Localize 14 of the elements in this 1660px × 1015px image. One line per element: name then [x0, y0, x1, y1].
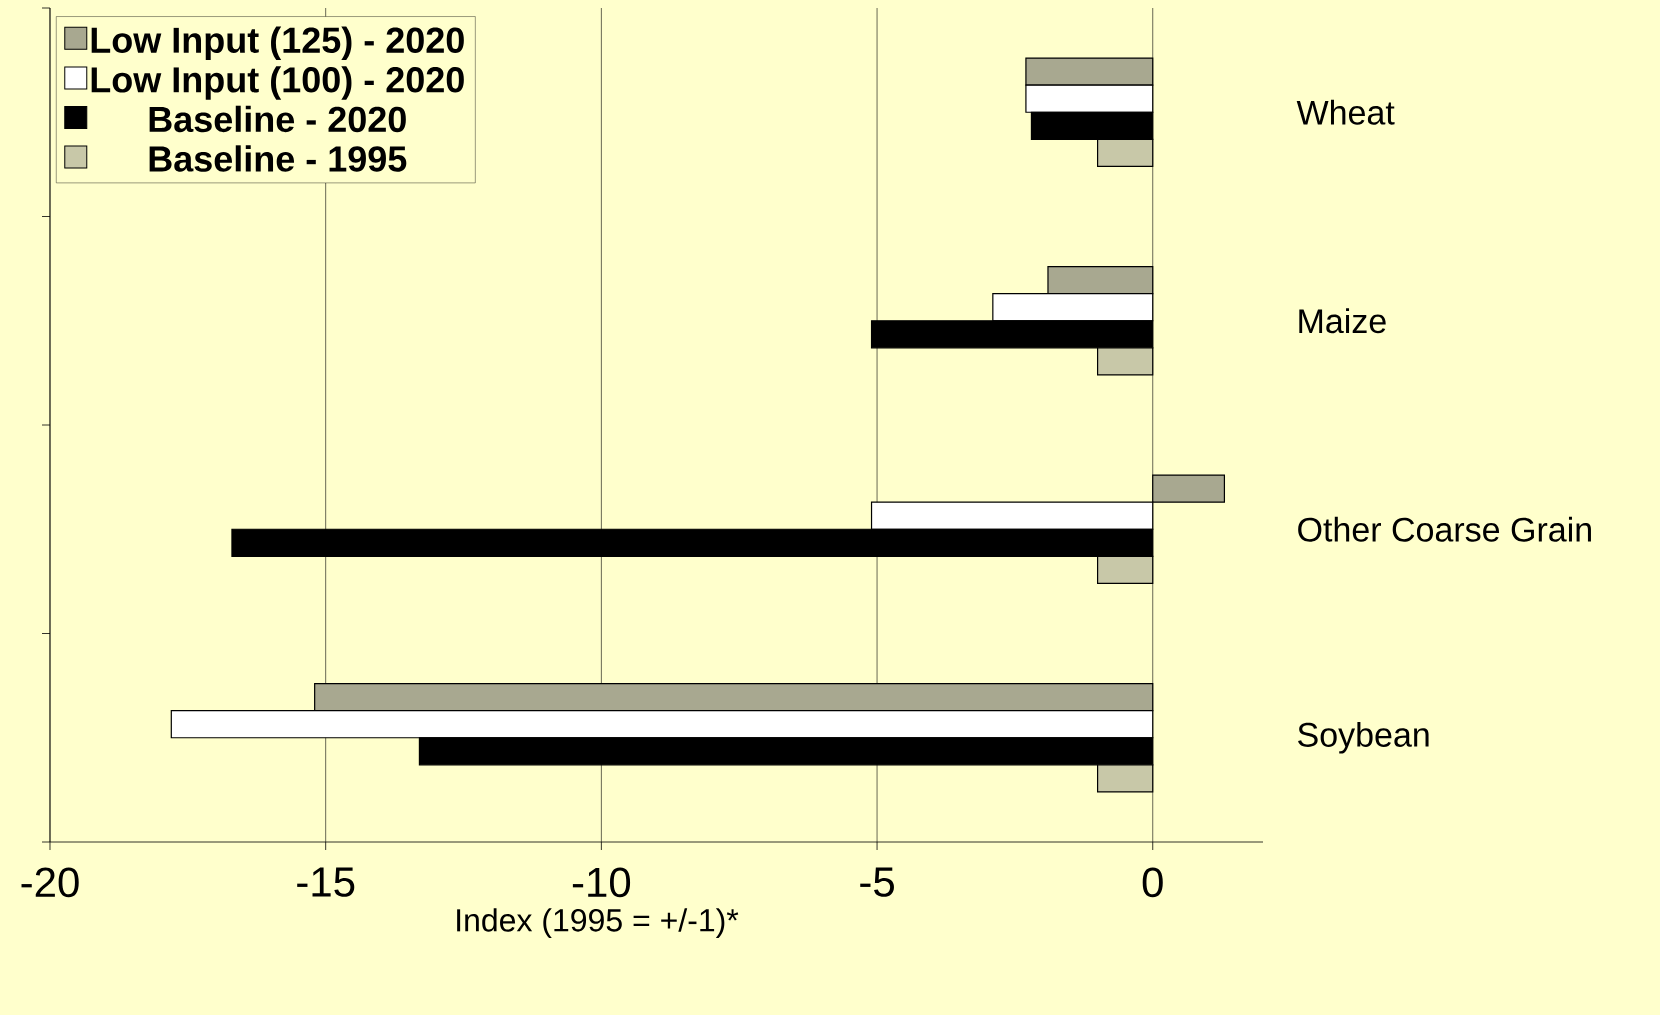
x-tick-label: -20	[21, 867, 79, 898]
y-tick-label: Other Coarse Grain	[1298, 516, 1591, 542]
x-axis-title: Index (1995 = +/-1)*	[457, 908, 739, 938]
x-tick-label: 0	[1142, 867, 1163, 898]
x-tick-label: -5	[860, 867, 894, 897]
y-tick-label: Wheat	[1296, 99, 1395, 125]
x-tick-label: -10	[572, 867, 631, 898]
y-tick-label: Maize	[1299, 308, 1386, 334]
legend-label: Baseline - 1995	[149, 145, 407, 172]
legend-label: Baseline - 2020	[149, 105, 406, 133]
legend-label: Low Input (100) - 2020	[91, 66, 464, 100]
y-tick-label: Soybean	[1298, 721, 1429, 754]
x-tick-label: -15	[297, 867, 355, 897]
legend-label: Low Input (125) - 2020	[91, 26, 464, 61]
